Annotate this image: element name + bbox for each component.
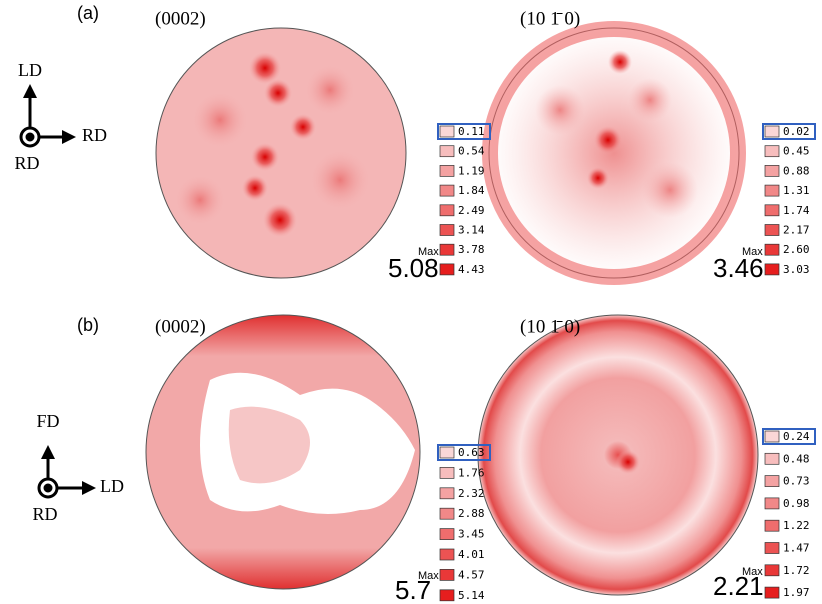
level-value: 0.54 [458,145,485,158]
level-value: 1.74 [783,204,810,217]
level-swatch [764,542,780,554]
level-swatch [439,589,455,602]
level-value: 4.57 [458,568,485,581]
level-swatch [764,452,780,465]
level-swatch [439,569,455,581]
level-swatch [439,125,455,138]
figure-title: (0002) [155,316,206,337]
level-swatch [439,446,455,459]
level-swatch [439,204,455,217]
level-swatch [764,165,780,177]
level-value: 0.45 [783,145,810,158]
level-swatch [439,184,455,197]
level-value: 1.72 [783,564,810,577]
max-value: 3.46 [713,253,764,283]
figure-title: (10 1̄ 0) [520,8,580,29]
level-swatch [439,263,455,276]
level-swatch [439,507,455,520]
level-highlight [762,428,816,445]
level-swatch [439,467,455,479]
level-value: 4.43 [458,263,485,276]
level-swatch [439,548,455,561]
level-value: 1.19 [458,164,485,177]
level-value: 0.63 [458,446,485,459]
level-value: 1.22 [783,519,810,532]
level-value: 3.45 [458,528,485,541]
level-swatch [764,497,780,510]
level-value: 5.14 [458,589,485,602]
level-value: 0.98 [783,497,810,510]
level-value: 1.31 [783,184,810,197]
max-label: Max [742,566,763,578]
level-swatch [439,224,455,236]
max-label: Max [742,246,763,258]
level-swatch [764,586,780,599]
level-value: 2.17 [783,224,810,237]
level-value: 4.01 [458,548,485,561]
level-value: 2.32 [458,487,485,500]
level-highlight [762,123,816,140]
level-swatch [764,145,780,158]
level-value: 3.78 [458,243,485,256]
level-swatch [764,125,780,138]
level-swatch [764,519,780,532]
max-label: Max [418,246,439,258]
level-value: 2.60 [783,243,810,256]
level-swatch [764,224,780,236]
max-value: 2.21 [713,571,764,601]
level-value: 0.48 [783,452,810,465]
pole-figure [482,21,746,285]
level-value: 0.11 [458,125,485,138]
max-value: 5.08 [388,253,439,283]
panel-label: (b) [77,315,99,335]
level-highlight [437,444,491,461]
level-value: 1.97 [783,586,810,599]
level-swatch [764,184,780,197]
panel-label: (a) [77,3,99,23]
level-value: 0.02 [783,125,810,138]
level-highlight [437,123,491,140]
level-value: 3.14 [458,224,485,237]
level-swatch [439,487,455,500]
level-value: 1.84 [458,184,485,197]
max-label: Max [418,570,439,582]
axis-label: LD [100,476,124,496]
level-value: 2.49 [458,204,485,217]
level-value: 1.47 [783,542,810,555]
level-swatch [439,145,455,158]
pole-figure [155,27,407,279]
axis-label: RD [14,153,39,173]
level-value: 0.24 [783,430,810,443]
axis-label: LD [18,60,42,80]
level-swatch [764,204,780,217]
figure-title: (0002) [155,8,206,29]
axis-label: RD [82,125,107,145]
axis-label: FD [36,411,59,431]
level-swatch [764,564,780,577]
max-value: 5.7 [395,575,431,604]
level-value: 0.88 [783,164,810,177]
pole-figure [477,314,759,596]
level-swatch [439,528,455,540]
level-value: 0.73 [783,475,810,488]
level-swatch [764,243,780,256]
level-swatch [764,263,780,276]
figure-title: (10 1̄ 0) [520,316,580,337]
axis-indicator [19,84,96,499]
level-value: 3.03 [783,263,810,276]
level-value: 1.76 [458,466,485,479]
level-swatch [764,475,780,487]
axis-label: RD [32,504,57,524]
level-swatch [439,165,455,177]
level-swatch [439,243,455,256]
level-value: 2.88 [458,507,485,520]
pole-figure [145,314,421,590]
level-swatch [764,430,780,443]
